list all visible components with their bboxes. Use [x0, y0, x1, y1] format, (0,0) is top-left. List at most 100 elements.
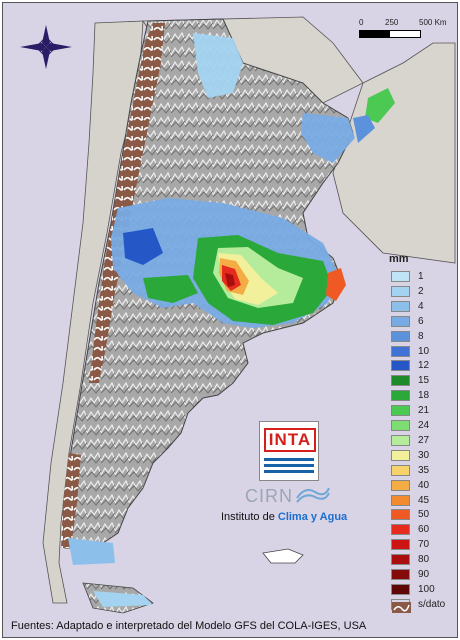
- nodata-south: [61, 453, 81, 548]
- legend-label: 27: [418, 434, 430, 446]
- legend-swatch: [391, 494, 410, 506]
- legend-item: 10: [391, 345, 451, 357]
- legend-label: 4: [418, 300, 424, 312]
- legend-item: 100: [391, 583, 451, 595]
- legend-label: 50: [418, 509, 430, 521]
- legend-label: 80: [418, 554, 430, 566]
- legend-swatch: [391, 375, 410, 387]
- legend-item: 21: [391, 405, 451, 417]
- legend-label: 6: [418, 315, 424, 327]
- legend-swatch: [391, 524, 410, 536]
- scale-label-500: 500 Km: [419, 18, 447, 27]
- legend-label: 10: [418, 345, 430, 357]
- legend-swatch: [391, 360, 410, 372]
- inta-stripe: [264, 464, 314, 467]
- inta-logo-text: INTA: [264, 428, 316, 452]
- legend-item: 50: [391, 509, 451, 521]
- legend-label: 8: [418, 330, 424, 342]
- precip-coast-red: [326, 268, 346, 301]
- legend-item: 24: [391, 420, 451, 431]
- legend-label: 30: [418, 449, 430, 461]
- scale-label-0: 0: [359, 18, 364, 27]
- legend-item: 2: [391, 285, 451, 297]
- legend-label: 21: [418, 405, 430, 417]
- precip-green-west: [143, 275, 198, 303]
- precip-north-light: [193, 33, 243, 98]
- legend-label: 18: [418, 390, 430, 402]
- source-footer: Fuentes: Adaptado e interpretado del Mod…: [11, 620, 367, 632]
- legend-item: 90: [391, 569, 451, 580]
- legend-item: 6: [391, 315, 451, 327]
- legend-item: 40: [391, 479, 451, 491]
- legend-label: 45: [418, 494, 430, 506]
- legend-swatch: [391, 390, 410, 402]
- legend-swatch: [391, 405, 410, 417]
- legend-item: 30: [391, 449, 451, 461]
- chile-land: [42, 20, 144, 604]
- legend-item: 45: [391, 494, 451, 506]
- legend-item: s/dato: [391, 598, 451, 613]
- malvinas-islands: [262, 548, 304, 564]
- scale-label-250: 250: [385, 18, 399, 27]
- legend-item: 35: [391, 464, 451, 476]
- precip-east-blue: [301, 113, 355, 163]
- legend-swatch: [391, 569, 410, 580]
- legend-item: 70: [391, 539, 451, 551]
- legend-item: 8: [391, 330, 451, 342]
- legend-swatch: [391, 509, 410, 521]
- precip-patagonia-light: [68, 538, 115, 565]
- legend-label: 100: [418, 583, 435, 595]
- precip-center-blue-dark: [123, 228, 163, 265]
- legend-swatch: [391, 449, 410, 461]
- legend-swatch: [391, 464, 410, 476]
- legend-swatch: [391, 554, 410, 566]
- precip-misiones-blue: [353, 115, 375, 143]
- compass-rose-icon: [20, 25, 72, 69]
- legend-swatch: [391, 285, 410, 297]
- legend-swatch: [391, 315, 410, 327]
- legend-swatch: [391, 300, 410, 312]
- legend-item: 27: [391, 434, 451, 446]
- legend-label: s/dato: [418, 598, 446, 610]
- cirn-logo-text: CIRN: [245, 486, 293, 506]
- precipitation-map: [20, 16, 456, 614]
- legend-swatch: [391, 583, 410, 595]
- legend-label: 60: [418, 524, 430, 536]
- legend-item: 12: [391, 360, 451, 372]
- legend-label: 2: [418, 285, 424, 297]
- inta-stripe: [264, 470, 314, 473]
- legend-label: 35: [418, 464, 430, 476]
- legend-item: 18: [391, 390, 451, 402]
- legend-item: 15: [391, 375, 451, 387]
- legend-label: 15: [418, 375, 430, 387]
- legend-item: 60: [391, 524, 451, 536]
- legend-swatch: [391, 420, 410, 431]
- legend-label: 90: [418, 569, 430, 580]
- legend-item: 4: [391, 300, 451, 312]
- legend-label: 40: [418, 479, 430, 491]
- cirn-wave-icon: [296, 487, 330, 503]
- scale-bar: 0 250 500 Km: [359, 18, 449, 42]
- nodata-andes: [89, 23, 165, 383]
- legend-label: 70: [418, 539, 430, 551]
- instituto-prefix: Instituto de: [221, 511, 278, 523]
- legend-swatch: [391, 434, 410, 446]
- legend-item: 1: [391, 271, 451, 282]
- brazil-uruguay-land: [332, 42, 456, 264]
- precip-misiones-green: [365, 88, 395, 123]
- legend-swatch: [391, 271, 410, 282]
- legend-swatch: [391, 345, 410, 357]
- legend-swatch: [391, 479, 410, 491]
- legend-label: 1: [418, 271, 424, 282]
- inta-stripe: [264, 458, 314, 461]
- legend-unit: mm: [389, 253, 409, 265]
- legend-label: 24: [418, 420, 430, 431]
- legend-item: 80: [391, 554, 451, 566]
- precip-darkred: [225, 273, 235, 287]
- instituto-label: Instituto de Clima y Agua: [221, 511, 347, 523]
- legend-swatch: [391, 598, 411, 613]
- legend-swatch: [391, 330, 410, 342]
- precip-tdf-light: [93, 591, 153, 607]
- instituto-highlight: Clima y Agua: [277, 511, 348, 523]
